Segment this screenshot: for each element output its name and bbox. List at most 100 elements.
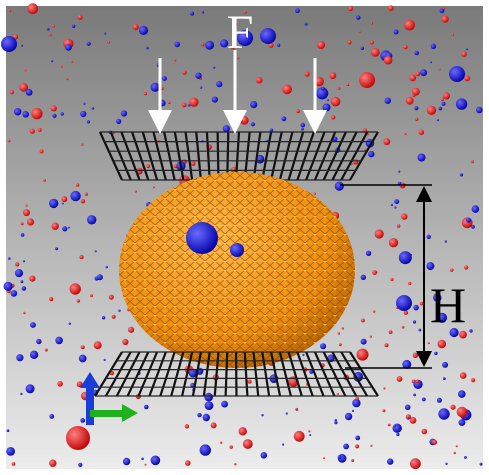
ion: [457, 407, 468, 418]
ion: [104, 359, 106, 361]
plate-rod: [218, 132, 219, 180]
ion: [185, 460, 191, 466]
ion: [202, 11, 204, 13]
ion: [26, 384, 35, 393]
ion: [410, 458, 421, 469]
ion: [347, 40, 351, 44]
ion: [414, 106, 418, 110]
ion: [23, 312, 25, 314]
ion: [243, 439, 253, 449]
ion: [248, 380, 252, 384]
ion: [14, 108, 21, 115]
ion: [223, 125, 230, 132]
ion: [389, 330, 393, 334]
ion: [78, 15, 83, 20]
ion: [321, 87, 325, 91]
ion: [87, 215, 96, 224]
ion: [55, 247, 58, 250]
ion: [144, 405, 149, 410]
ion: [62, 226, 67, 231]
ion: [95, 250, 97, 252]
ion: [471, 378, 475, 382]
ion: [68, 227, 70, 229]
ion: [383, 138, 390, 145]
ion: [359, 72, 375, 88]
ion: [368, 151, 374, 157]
ion: [24, 69, 26, 71]
ion: [452, 34, 454, 36]
ion: [334, 421, 337, 424]
ion: [320, 343, 326, 349]
ion: [370, 336, 372, 338]
ion: [412, 88, 420, 96]
ion: [445, 240, 447, 242]
ion: [428, 342, 430, 344]
ion: [23, 260, 25, 262]
ion: [413, 305, 419, 311]
ion: [464, 456, 467, 459]
ion: [345, 413, 352, 420]
ion: [440, 8, 445, 13]
ion: [471, 160, 474, 163]
ion: [413, 394, 416, 397]
ion: [230, 445, 233, 448]
ion: [397, 224, 401, 228]
ion: [361, 319, 365, 323]
ion: [305, 23, 308, 26]
ion: [388, 424, 391, 427]
ion: [445, 463, 447, 465]
ion: [122, 339, 128, 345]
ion: [109, 295, 114, 300]
ion: [36, 339, 41, 344]
ion: [250, 101, 257, 108]
ion: [441, 98, 444, 101]
ion: [309, 434, 311, 436]
ion: [438, 408, 449, 419]
ion: [472, 205, 480, 213]
ion: [185, 424, 189, 428]
ion: [15, 269, 23, 277]
ion: [294, 431, 305, 442]
ion: [40, 149, 44, 153]
ion: [61, 112, 64, 115]
ion: [413, 353, 418, 358]
ion: [387, 458, 393, 464]
ion: [323, 104, 331, 112]
ion: [335, 182, 344, 191]
ion: [94, 341, 102, 349]
cage-mesh: [119, 172, 355, 368]
ion: [393, 424, 402, 433]
ion: [357, 349, 369, 361]
ion: [399, 251, 412, 264]
ion: [51, 60, 53, 62]
ion: [335, 419, 337, 421]
ion: [80, 111, 86, 117]
ion: [221, 401, 228, 408]
ion: [118, 310, 120, 312]
ion: [205, 41, 214, 50]
ion: [251, 122, 255, 126]
ion: [26, 89, 33, 96]
ion: [200, 444, 211, 455]
ion: [404, 20, 415, 31]
ion: [133, 24, 139, 30]
illustration: F H: [0, 0, 489, 475]
ion: [454, 452, 456, 454]
ion: [87, 42, 91, 46]
ion: [197, 413, 201, 417]
ion: [432, 440, 437, 445]
ion: [394, 425, 396, 427]
ion: [200, 86, 202, 88]
ion: [65, 44, 72, 51]
ion: [239, 427, 247, 435]
ion: [420, 69, 427, 76]
ion: [212, 97, 218, 103]
ion: [317, 41, 325, 49]
ion: [296, 109, 300, 113]
ion: [338, 332, 340, 334]
ion: [139, 26, 148, 35]
ion: [11, 290, 18, 297]
ion: [458, 390, 466, 398]
ion: [49, 199, 58, 208]
ion: [87, 120, 90, 123]
